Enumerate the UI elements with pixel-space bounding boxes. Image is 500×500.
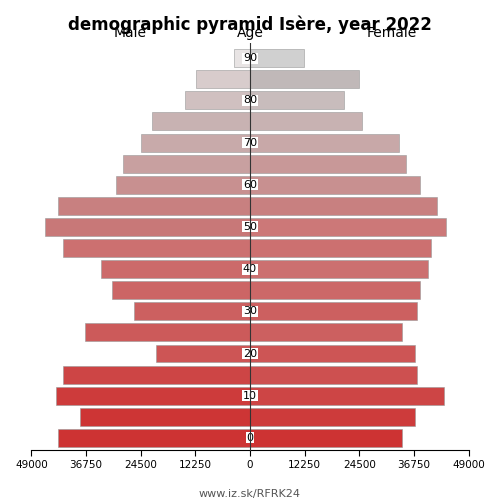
- Bar: [62, 239, 250, 257]
- Bar: [250, 197, 438, 215]
- Title: demographic pyramid Isère, year 2022: demographic pyramid Isère, year 2022: [68, 15, 432, 34]
- Text: 20: 20: [243, 348, 257, 358]
- Bar: [85, 324, 250, 342]
- Bar: [250, 282, 420, 299]
- Bar: [250, 92, 344, 110]
- Bar: [250, 112, 362, 130]
- Bar: [156, 344, 250, 362]
- Text: Female: Female: [367, 26, 417, 40]
- Text: 50: 50: [243, 222, 257, 232]
- Bar: [116, 176, 250, 194]
- Bar: [100, 260, 250, 278]
- Bar: [112, 282, 250, 299]
- Bar: [45, 218, 250, 236]
- Bar: [56, 387, 250, 404]
- Bar: [123, 154, 250, 172]
- Bar: [250, 134, 400, 152]
- Bar: [250, 324, 402, 342]
- Bar: [234, 49, 250, 67]
- Bar: [58, 429, 250, 447]
- Bar: [152, 112, 250, 130]
- Bar: [196, 70, 250, 88]
- Bar: [250, 366, 418, 384]
- Text: 10: 10: [243, 390, 257, 400]
- Text: Age: Age: [236, 26, 264, 40]
- Bar: [58, 197, 250, 215]
- Bar: [250, 218, 446, 236]
- Text: 40: 40: [243, 264, 257, 274]
- Bar: [250, 344, 415, 362]
- Bar: [62, 366, 250, 384]
- Text: 70: 70: [243, 138, 257, 147]
- Bar: [80, 408, 250, 426]
- Bar: [250, 239, 430, 257]
- Bar: [250, 429, 402, 447]
- Bar: [250, 154, 406, 172]
- Bar: [186, 92, 250, 110]
- Text: 30: 30: [243, 306, 257, 316]
- Text: Male: Male: [114, 26, 146, 40]
- Text: www.iz.sk/RFRK24: www.iz.sk/RFRK24: [199, 490, 301, 500]
- Bar: [250, 176, 420, 194]
- Bar: [134, 302, 250, 320]
- Bar: [250, 302, 418, 320]
- Bar: [250, 387, 444, 404]
- Bar: [250, 70, 360, 88]
- Text: 80: 80: [243, 96, 257, 106]
- Text: 60: 60: [243, 180, 257, 190]
- Text: 90: 90: [243, 53, 257, 63]
- Text: 0: 0: [246, 433, 254, 443]
- Bar: [250, 260, 428, 278]
- Bar: [140, 134, 250, 152]
- Bar: [250, 408, 415, 426]
- Bar: [250, 49, 304, 67]
